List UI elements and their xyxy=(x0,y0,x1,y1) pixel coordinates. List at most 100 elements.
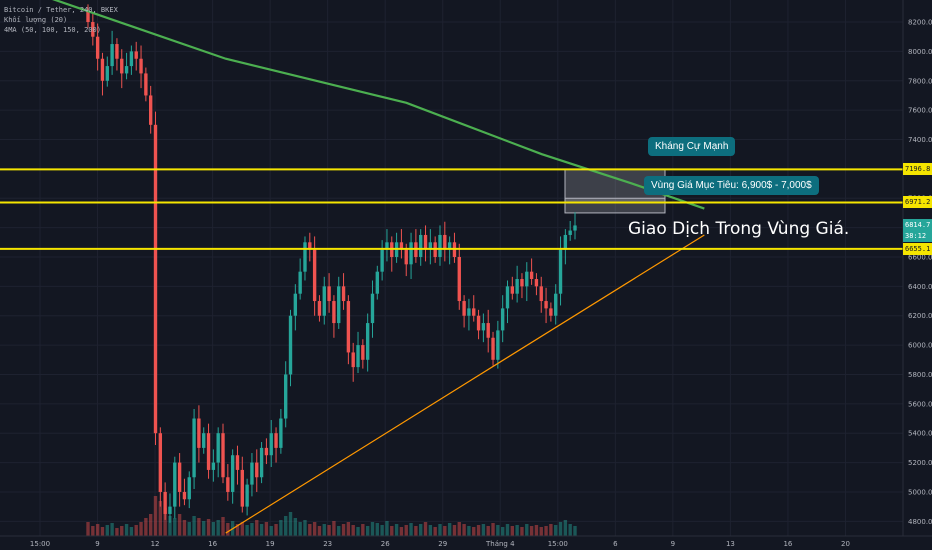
ascending-trendline[interactable] xyxy=(225,234,705,534)
volume-bar xyxy=(554,525,558,536)
volume-bar xyxy=(529,526,534,536)
candle-body xyxy=(496,330,500,360)
candle-body xyxy=(481,323,486,331)
candle-body xyxy=(476,315,481,331)
volume-bars xyxy=(86,496,577,536)
candle-body xyxy=(259,447,264,478)
time-tick-label: 9 xyxy=(95,540,99,548)
time-tick-label: 19 xyxy=(266,540,275,548)
price-tick-label: 4800.0 xyxy=(908,518,932,526)
candle-body xyxy=(148,95,153,125)
volume-bar xyxy=(148,514,153,536)
candle-body xyxy=(284,374,288,419)
candle-body xyxy=(144,73,148,96)
candle-body xyxy=(510,286,515,294)
volume-bar xyxy=(549,524,553,536)
candle-body xyxy=(568,230,572,235)
target-zone-callout[interactable]: Vùng Giá Mục Tiêu: 6,900$ - 7,000$ xyxy=(644,176,819,195)
chart-legend: Bitcoin / Tether, 240, BKEX Khối lượng (… xyxy=(4,5,118,35)
volume-indicator-label[interactable]: Khối lượng (20) xyxy=(4,16,68,24)
candle-body xyxy=(110,44,114,67)
horizontal-levels[interactable] xyxy=(0,168,903,250)
candle-body xyxy=(346,301,351,353)
volume-bar xyxy=(476,525,481,536)
volume-bar xyxy=(100,527,105,536)
candle-body xyxy=(153,124,158,434)
volume-bar xyxy=(457,522,461,536)
time-tick-label: 15:00 xyxy=(548,540,568,548)
volume-bar xyxy=(375,523,379,536)
price-zone-box xyxy=(564,197,666,214)
price-tick-label: 7600.0 xyxy=(908,107,932,115)
candle-body xyxy=(269,433,273,456)
volume-bar xyxy=(491,523,495,536)
candle-body xyxy=(312,249,317,302)
volume-bar xyxy=(284,516,288,536)
resistance-callout[interactable]: Kháng Cự Mạnh xyxy=(648,137,736,156)
candle-body xyxy=(221,433,225,478)
candle-body xyxy=(298,271,302,294)
volume-bar xyxy=(428,525,433,536)
symbol-label[interactable]: Bitcoin / Tether, 240, BKEX xyxy=(4,6,118,14)
volume-bar xyxy=(399,527,404,536)
volume-bar xyxy=(264,522,269,536)
price-tick-label: 5600.0 xyxy=(908,400,932,408)
volume-bar xyxy=(211,522,216,536)
price-tick-label: 8200.0 xyxy=(908,19,932,27)
volume-bar xyxy=(419,524,423,536)
candle-body xyxy=(380,249,384,272)
volume-bar xyxy=(269,526,273,536)
volume-bar xyxy=(298,522,302,536)
volume-bar xyxy=(520,527,524,536)
price-tick-label: 5400.0 xyxy=(908,430,932,438)
price-tag: 6655.1 xyxy=(903,242,932,255)
volume-bar xyxy=(462,524,466,536)
volume-bar xyxy=(370,522,375,536)
candle-body xyxy=(423,234,428,250)
candle-body xyxy=(462,301,466,316)
candle-body xyxy=(341,286,346,302)
volume-bar xyxy=(288,512,293,536)
volume-bar xyxy=(414,526,418,536)
volume-bar xyxy=(158,501,163,536)
candle-body xyxy=(197,418,201,448)
time-tick-label: 23 xyxy=(323,540,332,548)
volume-bar xyxy=(86,522,90,536)
candle-body xyxy=(573,225,577,231)
volume-bar xyxy=(115,528,119,536)
price-tick-label: 7800.0 xyxy=(908,77,932,85)
candle-body xyxy=(549,308,553,316)
candle-body xyxy=(486,323,490,338)
candle-body xyxy=(472,308,476,316)
ma-indicator-label[interactable]: 4MA (50, 100, 150, 200) xyxy=(4,26,101,34)
candle-body xyxy=(288,315,293,375)
volume-bar xyxy=(380,525,384,536)
volume-bar xyxy=(510,526,515,536)
candle-body xyxy=(105,66,109,81)
candle-body xyxy=(404,249,408,265)
price-tag: 6814.7 xyxy=(903,219,932,232)
price-tick-label: 5800.0 xyxy=(908,371,932,379)
volume-bar xyxy=(472,527,476,536)
candle-body xyxy=(216,433,220,463)
candle-body xyxy=(279,418,283,448)
time-axis[interactable]: 15:00 9 12 16 19 23 26 29 Tháng 4 15:00 6 9 13 16 20 xyxy=(30,540,850,548)
trade-note-text[interactable]: Giao Dịch Trong Vùng Giá. xyxy=(628,219,850,239)
volume-bar xyxy=(105,525,109,536)
candle-body xyxy=(182,491,187,500)
time-tick-label: 26 xyxy=(381,540,390,548)
candle-body xyxy=(447,242,452,250)
volume-bar xyxy=(443,526,447,536)
candle-body xyxy=(187,477,191,500)
volume-bar xyxy=(144,518,148,536)
candle-body xyxy=(385,242,389,250)
volume-bar xyxy=(394,524,399,536)
volume-bar xyxy=(505,524,510,536)
candle-body xyxy=(467,308,471,316)
volume-bar xyxy=(124,524,129,536)
candle-body xyxy=(264,447,269,456)
candle-body xyxy=(293,293,298,316)
volume-bar xyxy=(95,524,100,536)
volume-bar xyxy=(120,526,124,536)
